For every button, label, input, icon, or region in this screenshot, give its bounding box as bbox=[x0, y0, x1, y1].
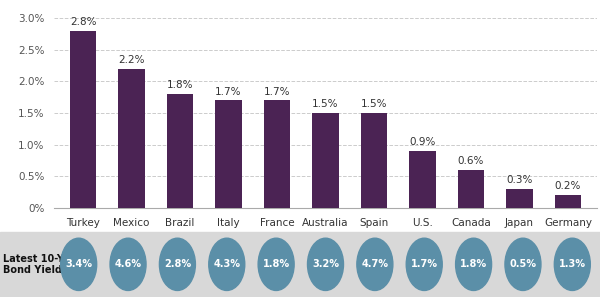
Bar bbox=[312, 113, 339, 208]
Text: 1.7%: 1.7% bbox=[411, 259, 438, 269]
Bar bbox=[118, 69, 145, 208]
Text: 1.7%: 1.7% bbox=[215, 87, 242, 97]
Text: 1.5%: 1.5% bbox=[312, 99, 339, 109]
Text: 0.2%: 0.2% bbox=[555, 181, 581, 192]
Text: 2.8%: 2.8% bbox=[164, 259, 191, 269]
Bar bbox=[458, 170, 484, 208]
Bar bbox=[506, 189, 533, 208]
Text: 1.7%: 1.7% bbox=[264, 87, 290, 97]
Text: 0.9%: 0.9% bbox=[409, 137, 436, 147]
Text: 1.5%: 1.5% bbox=[361, 99, 387, 109]
Text: 0.5%: 0.5% bbox=[509, 259, 536, 269]
Text: 0.6%: 0.6% bbox=[458, 156, 484, 166]
Bar bbox=[263, 100, 290, 208]
Text: 1.8%: 1.8% bbox=[460, 259, 487, 269]
Text: 2.8%: 2.8% bbox=[70, 17, 97, 27]
Text: 4.3%: 4.3% bbox=[213, 259, 240, 269]
Bar bbox=[409, 151, 436, 208]
Bar bbox=[70, 31, 97, 208]
Text: 4.6%: 4.6% bbox=[115, 259, 142, 269]
Text: 2.2%: 2.2% bbox=[118, 55, 145, 65]
Text: 0.3%: 0.3% bbox=[506, 175, 533, 185]
Text: 3.4%: 3.4% bbox=[65, 259, 92, 269]
Text: 3.2%: 3.2% bbox=[312, 259, 339, 269]
Bar bbox=[361, 113, 388, 208]
Text: 1.8%: 1.8% bbox=[263, 259, 290, 269]
Text: 1.8%: 1.8% bbox=[167, 80, 193, 90]
Text: 1.3%: 1.3% bbox=[559, 259, 586, 269]
Bar bbox=[215, 100, 242, 208]
Text: 4.7%: 4.7% bbox=[361, 259, 388, 269]
Bar bbox=[167, 94, 193, 208]
Bar bbox=[554, 195, 581, 208]
Text: Latest 10-Year
Bond Yield: Latest 10-Year Bond Yield bbox=[3, 254, 81, 275]
